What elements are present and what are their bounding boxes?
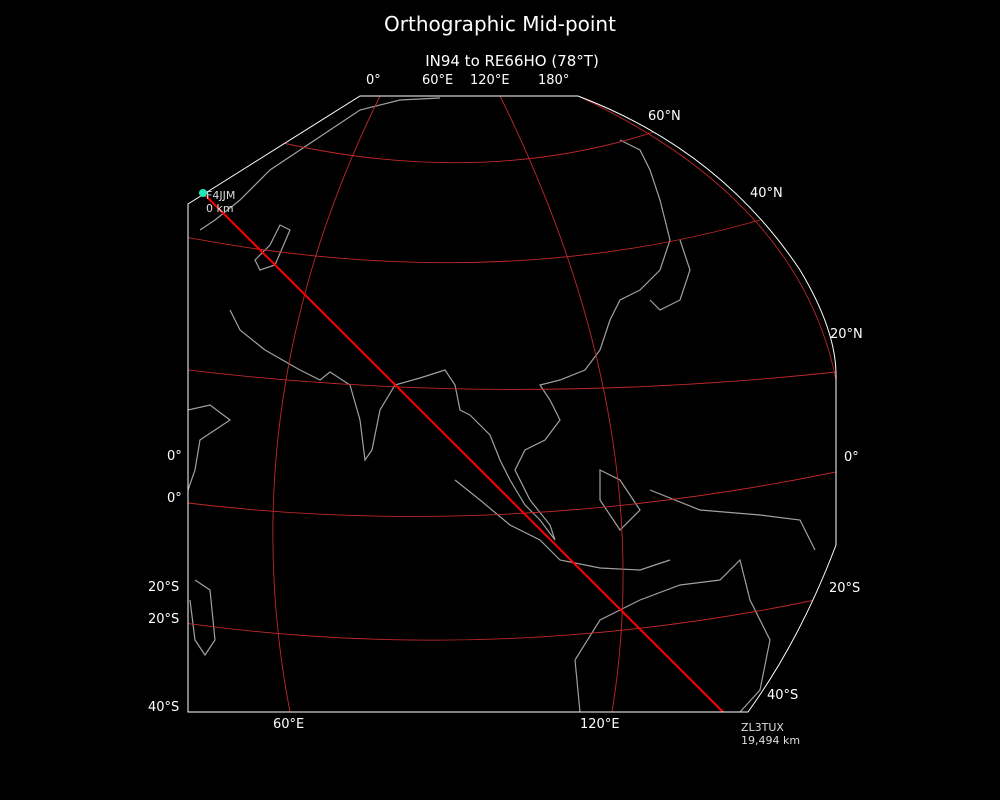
parallel-20n <box>188 364 836 390</box>
start-call: F4JJM <box>206 189 236 202</box>
graticule <box>188 96 836 712</box>
map-title: Orthographic Mid-point <box>384 12 616 36</box>
tick-right-20s: 20°S <box>829 581 861 596</box>
tick-right-0: 0° <box>844 450 859 465</box>
parallel-0 <box>188 471 836 517</box>
meridian-120e <box>499 96 624 712</box>
tick-top-0: 0° <box>366 73 381 88</box>
tick-top-60e: 60°E <box>422 73 454 88</box>
tick-bottom-60e: 60°E <box>273 717 305 732</box>
parallel-20s <box>188 599 816 641</box>
start-distance: 0 km <box>206 202 234 215</box>
end-call: ZL3TUX <box>741 721 784 734</box>
tick-left-20s-a: 20°S <box>148 580 180 595</box>
tick-right-20n: 20°N <box>830 327 863 342</box>
coastline-indonesia <box>454 469 816 571</box>
tick-right-40n: 40°N <box>750 186 783 201</box>
coastline-europe <box>199 97 441 271</box>
coastline-se-asia <box>469 139 671 541</box>
parallel-60n <box>269 129 661 164</box>
great-circle-path <box>202 192 724 712</box>
start-marker <box>199 189 207 197</box>
meridian-outer <box>577 96 836 381</box>
coastline-japan <box>649 239 691 311</box>
end-distance: 19,494 km <box>741 734 801 747</box>
map-subtitle: IN94 to RE66HO (78°T) <box>425 52 599 70</box>
tick-bottom-120e: 120°E <box>580 717 620 732</box>
start-station-label: F4JJM 0 km <box>206 189 235 215</box>
map-boundary <box>187 95 837 713</box>
end-station-label: ZL3TUX 19,494 km <box>741 721 800 747</box>
tick-right-60n: 60°N <box>648 109 681 124</box>
tick-left-20s-b: 20°S <box>148 612 180 627</box>
meridian-60e <box>272 96 381 712</box>
parallel-40n <box>188 219 761 264</box>
tick-top-120e: 120°E <box>470 73 510 88</box>
tick-top-180: 180° <box>538 73 570 88</box>
coastline-australia <box>574 558 771 712</box>
tick-right-40s: 40°S <box>767 688 799 703</box>
tick-left-0b: 0° <box>167 491 182 506</box>
tick-left-40s: 40°S <box>148 700 180 715</box>
coastline-arabia-india <box>229 309 471 462</box>
tick-left-0a: 0° <box>167 449 182 464</box>
coastline-africa <box>188 404 232 657</box>
